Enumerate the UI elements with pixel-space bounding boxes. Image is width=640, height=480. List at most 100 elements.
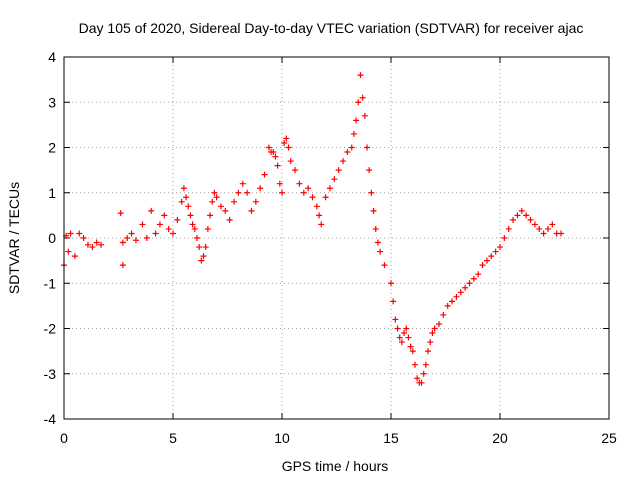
y-tick-label: 4 xyxy=(48,49,56,65)
data-point xyxy=(257,185,264,192)
y-axis-ticks: -4 -3 -2 -1 0 1 2 3 4 xyxy=(44,49,609,427)
data-point xyxy=(193,235,200,241)
data-point xyxy=(76,230,83,237)
data-point xyxy=(117,210,124,217)
data-point xyxy=(453,293,460,300)
x-tick-label: 5 xyxy=(169,430,177,446)
data-point xyxy=(558,230,565,237)
data-point xyxy=(361,112,368,119)
data-point xyxy=(178,198,185,205)
data-point xyxy=(156,221,163,228)
data-point xyxy=(189,221,196,228)
y-tick-label: 2 xyxy=(48,140,56,156)
chart-title: Day 105 of 2020, Sidereal Day-to-day VTE… xyxy=(79,20,584,36)
grid-lines xyxy=(64,57,609,419)
data-point xyxy=(71,253,78,260)
data-point xyxy=(185,203,192,210)
data-point xyxy=(479,262,486,269)
data-point xyxy=(431,325,438,332)
x-tick-label: 25 xyxy=(601,430,617,446)
data-point xyxy=(364,144,371,151)
data-point xyxy=(231,198,238,205)
data-point xyxy=(152,230,159,237)
data-point xyxy=(488,253,495,260)
data-point xyxy=(466,280,473,287)
data-point xyxy=(350,130,357,137)
data-point xyxy=(198,257,205,264)
data-point xyxy=(420,370,427,377)
data-point xyxy=(544,225,551,232)
data-point xyxy=(183,194,190,201)
data-point xyxy=(128,230,135,237)
data-point xyxy=(462,284,469,291)
data-point xyxy=(98,241,105,248)
data-point xyxy=(124,235,131,241)
data-point xyxy=(119,239,126,246)
data-point xyxy=(359,94,366,101)
data-points xyxy=(61,72,565,386)
y-tick-label: -4 xyxy=(44,411,57,427)
data-point xyxy=(119,262,126,269)
data-point xyxy=(239,180,246,187)
data-point xyxy=(180,185,187,192)
data-point xyxy=(272,153,279,160)
data-point xyxy=(344,149,351,156)
data-point xyxy=(222,207,229,214)
data-point xyxy=(217,203,224,210)
data-point xyxy=(93,239,100,246)
data-point xyxy=(309,194,316,201)
data-point xyxy=(422,361,429,368)
data-point xyxy=(435,320,442,327)
data-point xyxy=(84,241,91,248)
data-point xyxy=(510,216,517,223)
data-point xyxy=(440,311,447,318)
y-tick-label: 1 xyxy=(48,185,56,201)
data-point xyxy=(497,244,503,251)
data-point xyxy=(191,225,198,232)
data-point xyxy=(392,316,399,323)
data-point xyxy=(139,221,146,228)
data-point xyxy=(366,167,373,174)
data-point xyxy=(292,167,299,174)
x-tick-label: 10 xyxy=(274,430,290,446)
x-axis-ticks: 0 5 10 15 20 25 xyxy=(60,57,617,446)
data-point xyxy=(161,212,168,219)
data-point xyxy=(67,230,74,237)
data-point xyxy=(305,185,312,192)
data-point xyxy=(355,99,362,106)
data-point xyxy=(322,194,329,201)
data-point xyxy=(261,171,268,178)
y-tick-label: -2 xyxy=(44,321,57,337)
data-point xyxy=(248,207,255,214)
data-point xyxy=(211,189,218,196)
data-point xyxy=(331,176,338,183)
data-point xyxy=(394,325,401,332)
data-point xyxy=(357,72,364,79)
data-point xyxy=(235,189,242,196)
data-point xyxy=(444,302,451,309)
data-point xyxy=(405,334,412,341)
data-point xyxy=(409,348,416,355)
data-point xyxy=(411,361,418,368)
x-axis-label: GPS time / hours xyxy=(282,458,389,474)
data-point xyxy=(281,139,288,146)
data-point xyxy=(283,135,290,142)
data-point xyxy=(274,162,281,169)
data-point xyxy=(200,253,207,260)
data-point xyxy=(403,325,410,332)
data-point xyxy=(348,144,355,151)
data-point xyxy=(279,189,285,196)
data-point xyxy=(374,239,381,246)
data-point xyxy=(318,221,325,228)
data-point xyxy=(148,207,155,214)
data-point xyxy=(170,230,176,237)
data-point xyxy=(536,225,543,232)
data-point xyxy=(143,235,150,241)
data-point xyxy=(505,225,512,232)
data-point xyxy=(377,248,384,255)
data-point xyxy=(457,289,464,296)
data-point xyxy=(549,221,556,228)
x-tick-label: 0 xyxy=(60,430,68,446)
plot-area-frame xyxy=(63,56,610,420)
data-point xyxy=(523,212,530,219)
